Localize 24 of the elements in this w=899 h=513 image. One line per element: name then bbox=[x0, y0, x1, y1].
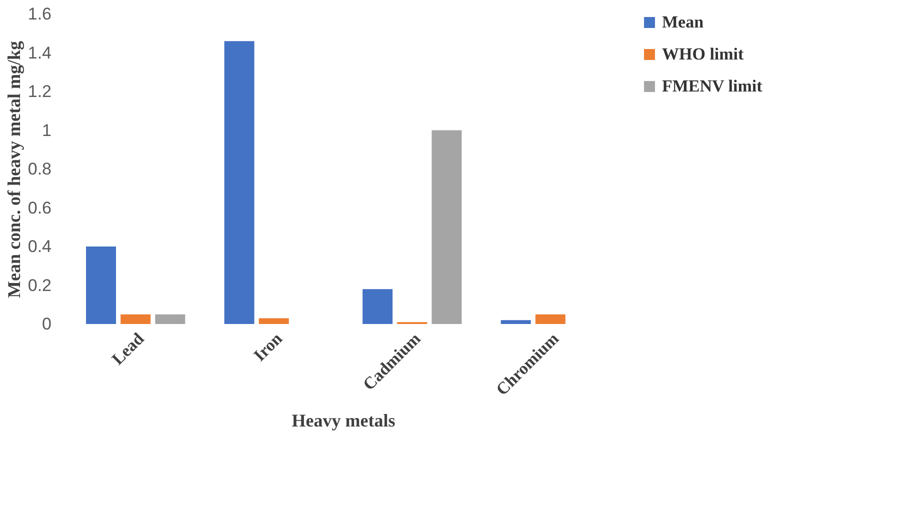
bar bbox=[258, 318, 289, 324]
legend-label: WHO limit bbox=[662, 44, 744, 64]
y-tick-label: 1.2 bbox=[28, 82, 52, 101]
bar bbox=[432, 130, 462, 324]
y-tick-label: 0.2 bbox=[28, 276, 52, 295]
y-tick-label: 0.6 bbox=[28, 198, 52, 218]
y-tick-label: 1 bbox=[42, 120, 52, 140]
bar bbox=[155, 314, 186, 324]
y-tick-label: 0.8 bbox=[28, 160, 52, 178]
y-axis-title: Mean conc. of heavy metal mg/kg bbox=[4, 41, 24, 298]
x-axis-title: Heavy metals bbox=[292, 410, 396, 430]
y-tick-label: 0 bbox=[42, 314, 52, 334]
bar bbox=[500, 320, 531, 324]
legend-label: FMENV limit bbox=[662, 76, 763, 96]
y-tick-label: 1.6 bbox=[28, 4, 52, 24]
bar bbox=[120, 314, 151, 324]
bar bbox=[362, 289, 393, 324]
bar bbox=[86, 246, 116, 324]
legend-label: Mean bbox=[662, 12, 704, 32]
x-tick-label: Iron bbox=[250, 328, 286, 366]
bar bbox=[224, 41, 254, 324]
y-tick-label: 1.4 bbox=[28, 43, 52, 62]
y-tick-label: 0.4 bbox=[28, 237, 52, 256]
bar bbox=[535, 314, 566, 324]
